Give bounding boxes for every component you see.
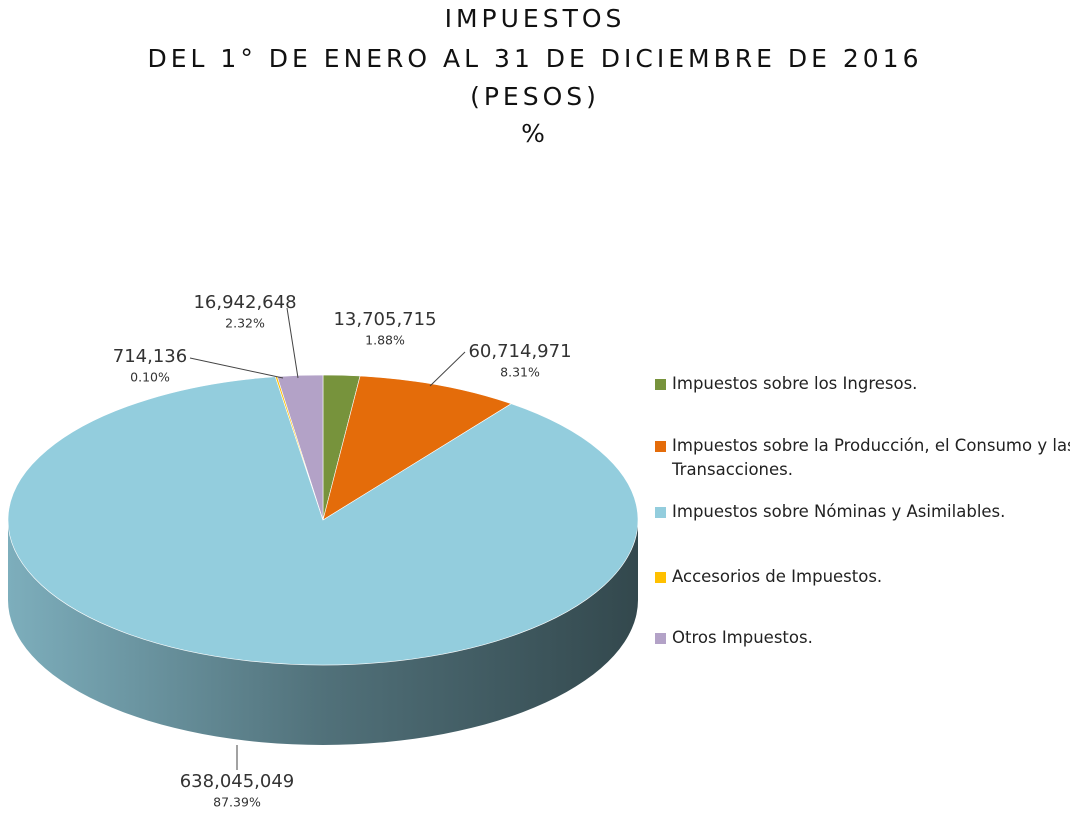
legend-item: Impuestos sobre la Producción, el Consum…: [655, 434, 1070, 482]
data-label: 714,136: [113, 346, 187, 367]
legend-item: Impuestos sobre los Ingresos.: [655, 372, 1070, 396]
pie-slice: [322, 375, 512, 521]
data-label: 60,714,971: [468, 341, 571, 362]
legend-label: Impuestos sobre la Producción, el Consum…: [672, 436, 1070, 479]
legend-swatch: [655, 507, 666, 518]
chart-subtitle: %: [521, 119, 549, 148]
percent-label: 87.39%: [213, 795, 261, 810]
legend-swatch: [655, 572, 666, 583]
legend-label: Impuestos sobre los Ingresos.: [672, 374, 918, 393]
percent-label: 0.10%: [130, 370, 170, 385]
legend-swatch: [655, 441, 666, 452]
chart-title: IMPUESTOS: [445, 4, 626, 33]
legend-item: Impuestos sobre Nóminas y Asimilables.: [655, 500, 1070, 524]
slice-side: [8, 520, 638, 745]
data-label: 13,705,715: [333, 309, 436, 330]
chart-subtitle: (PESOS): [470, 82, 600, 111]
pie-slice: [7, 376, 639, 666]
percent-label: 1.88%: [365, 333, 405, 348]
legend-label: Accesorios de Impuestos.: [672, 567, 883, 586]
chart-subtitle: DEL 1° DE ENERO AL 31 DE DICIEMBRE DE 20…: [148, 44, 923, 73]
data-label: 638,045,049: [180, 771, 295, 792]
percent-label: 8.31%: [500, 365, 540, 380]
data-label: 16,942,648: [193, 292, 296, 313]
legend-label: Otros Impuestos.: [672, 628, 813, 647]
legend-label: Impuestos sobre Nóminas y Asimilables.: [672, 502, 1006, 521]
legend-swatch: [655, 633, 666, 644]
leader-line: [429, 351, 466, 387]
legend-swatch: [655, 379, 666, 390]
leader-line: [286, 307, 299, 379]
percent-label: 2.32%: [225, 316, 265, 331]
legend-item: Accesorios de Impuestos.: [655, 565, 1070, 589]
leader-line: [189, 357, 284, 379]
legend-item: Otros Impuestos.: [655, 626, 1070, 650]
